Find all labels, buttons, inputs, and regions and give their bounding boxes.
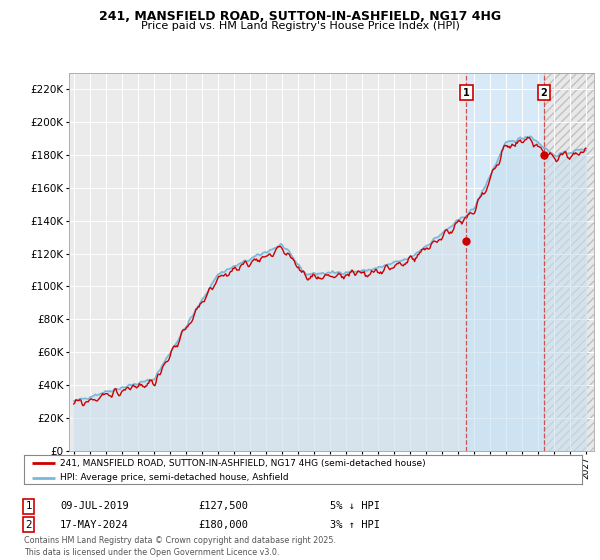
Text: £180,000: £180,000: [198, 520, 248, 530]
Text: 5% ↓ HPI: 5% ↓ HPI: [330, 501, 380, 511]
Text: 241, MANSFIELD ROAD, SUTTON-IN-ASHFIELD, NG17 4HG (semi-detached house): 241, MANSFIELD ROAD, SUTTON-IN-ASHFIELD,…: [60, 459, 426, 468]
Text: 1: 1: [25, 501, 32, 511]
Text: £127,500: £127,500: [198, 501, 248, 511]
Text: Price paid vs. HM Land Registry's House Price Index (HPI): Price paid vs. HM Land Registry's House …: [140, 21, 460, 31]
Text: 2: 2: [541, 87, 547, 97]
Bar: [544, 73, 594, 451]
Text: 3% ↑ HPI: 3% ↑ HPI: [330, 520, 380, 530]
Text: 17-MAY-2024: 17-MAY-2024: [60, 520, 129, 530]
Text: 1: 1: [463, 87, 470, 97]
Text: 241, MANSFIELD ROAD, SUTTON-IN-ASHFIELD, NG17 4HG: 241, MANSFIELD ROAD, SUTTON-IN-ASHFIELD,…: [99, 10, 501, 23]
Text: HPI: Average price, semi-detached house, Ashfield: HPI: Average price, semi-detached house,…: [60, 474, 289, 483]
Text: Contains HM Land Registry data © Crown copyright and database right 2025.
This d: Contains HM Land Registry data © Crown c…: [24, 536, 336, 557]
Bar: [544, 73, 594, 451]
Text: 2: 2: [25, 520, 32, 530]
Bar: [466, 73, 544, 451]
Text: 09-JUL-2019: 09-JUL-2019: [60, 501, 129, 511]
